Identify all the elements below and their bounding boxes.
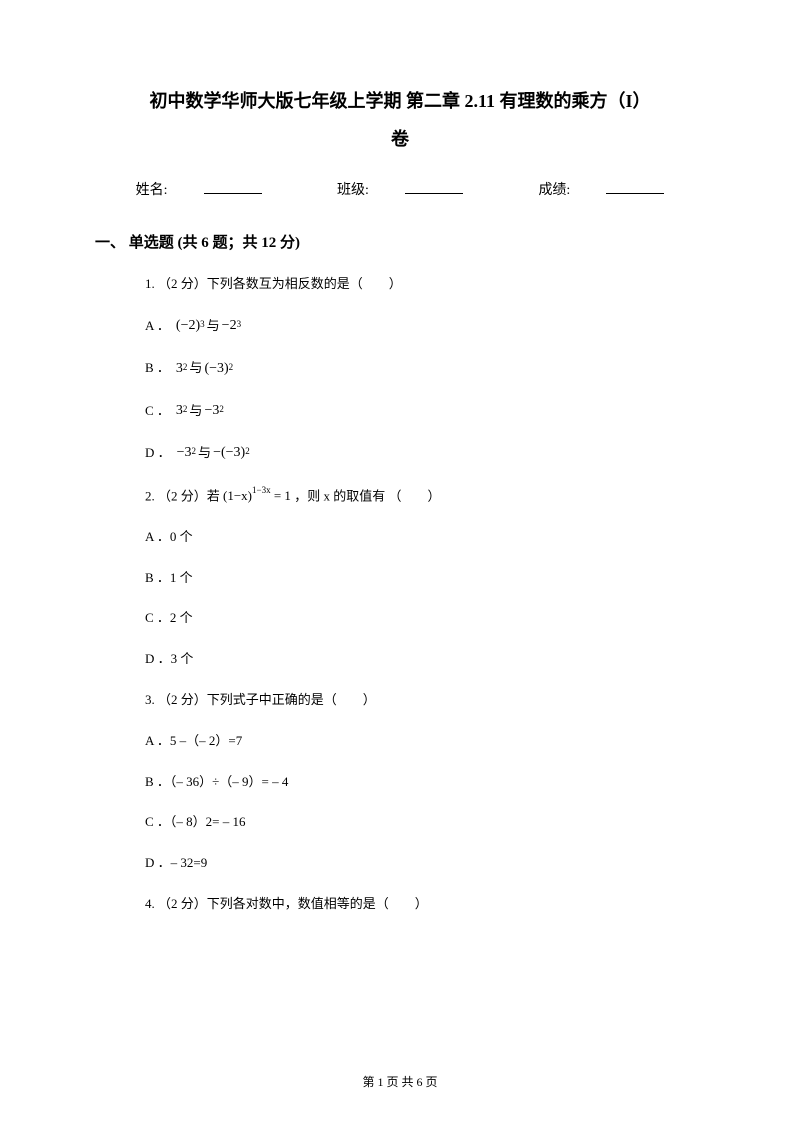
q2-option-a: A ．0 个 bbox=[145, 527, 705, 548]
q2-option-c: C ．2 个 bbox=[145, 608, 705, 629]
q3-option-d: D ．– 32=9 bbox=[145, 853, 705, 874]
question-4: 4. （2 分）下列各对数中，数值相等的是（ ） bbox=[145, 894, 705, 915]
q2-option-b: B ．1 个 bbox=[145, 568, 705, 589]
q3-option-a: A ．5 –（– 2）=7 bbox=[145, 731, 705, 752]
q1-option-a: A ． (−2)3 与 −23 bbox=[145, 315, 705, 337]
q3-option-c: C ．（– 8）2= – 16 bbox=[145, 812, 705, 833]
section-1-header: 一、 单选题 (共 6 题；共 12 分) bbox=[95, 231, 705, 252]
q1-option-c: C ． 32 与 −32 bbox=[145, 400, 705, 422]
question-3: 3. （2 分）下列式子中正确的是（ ） bbox=[145, 690, 705, 711]
student-info-row: 姓名: 班级: 成绩: bbox=[95, 179, 705, 199]
document-title-line2: 卷 bbox=[95, 125, 705, 151]
q2-option-d: D ．3 个 bbox=[145, 649, 705, 670]
q3-option-b: B ．（– 36）÷（– 9）= – 4 bbox=[145, 772, 705, 793]
score-field: 成绩: bbox=[520, 183, 682, 198]
q1-option-b: B ． 32 与 (−3)2 bbox=[145, 358, 705, 380]
question-1: 1. （2 分）下列各数互为相反数的是（ ） bbox=[145, 274, 705, 295]
question-2: 2. （2 分）若 (1−x)1−3x = 1 ，则 x 的取值有 （ ） bbox=[145, 485, 705, 507]
class-field: 班级: bbox=[319, 183, 481, 198]
name-field: 姓名: bbox=[118, 183, 280, 198]
q1-option-d: D ． −32 与 −(−3)2 bbox=[145, 442, 705, 464]
document-title-line1: 初中数学华师大版七年级上学期 第二章 2.11 有理数的乘方（I） bbox=[95, 85, 705, 117]
page-footer: 第 1 页 共 6 页 bbox=[0, 1073, 800, 1090]
